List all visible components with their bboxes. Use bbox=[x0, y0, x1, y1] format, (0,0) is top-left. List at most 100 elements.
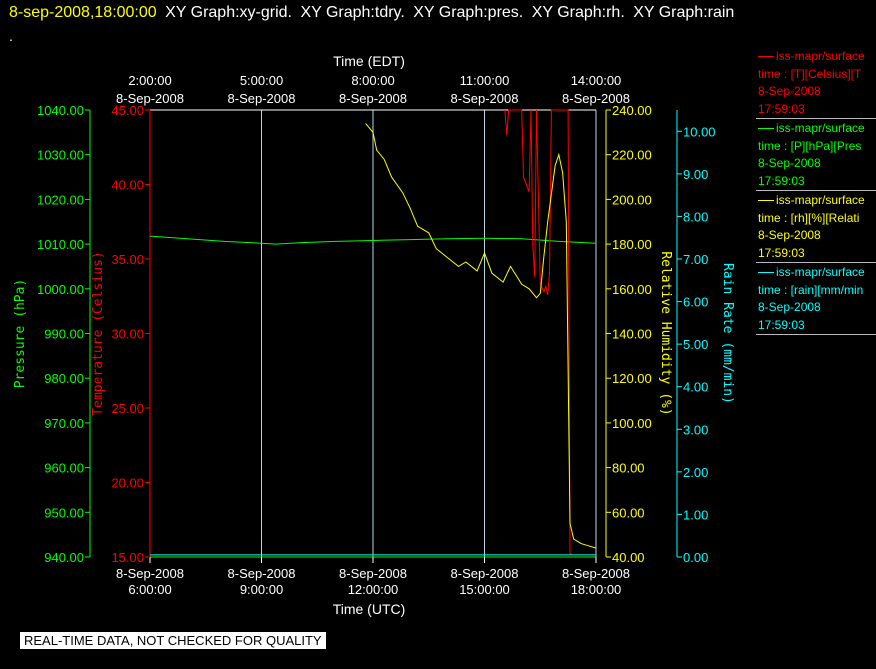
rain-tick-label: 6.00 bbox=[683, 295, 708, 310]
bottom-tick-time: 6:00:00 bbox=[128, 582, 171, 597]
legend-line-pressure bbox=[758, 128, 774, 130]
bottom-axis-title: Time (UTC) bbox=[333, 601, 406, 617]
rh-tick-label: 120.00 bbox=[612, 371, 652, 386]
rain-tick-label: 3.00 bbox=[683, 422, 708, 437]
legend-name: iss-mapr/surface bbox=[776, 121, 865, 135]
temperature-axis-title: Temperature (Celsius) bbox=[91, 251, 106, 415]
series-pressure-line bbox=[149, 235, 597, 245]
pressure-tick-label: 970.00 bbox=[44, 416, 84, 431]
rh-tick-label: 180.00 bbox=[612, 237, 652, 252]
pressure-tick-label: 1020.00 bbox=[37, 192, 84, 207]
top-tick-time: 8:00:00 bbox=[351, 73, 394, 88]
bottom-tick-date: 8-Sep-2008 bbox=[339, 566, 407, 581]
rain-tick-label: 10.00 bbox=[683, 124, 716, 139]
bottom-tick-date: 8-Sep-2008 bbox=[116, 566, 184, 581]
legend: iss-mapr/surface time : [T][Celsius][T 8… bbox=[756, 48, 876, 336]
top-tick-time: 11:00:00 bbox=[460, 73, 510, 88]
legend-entry-rh[interactable]: iss-mapr/surface time : [rh][%][Relati 8… bbox=[756, 192, 876, 263]
rain-tick-label: 2.00 bbox=[683, 465, 708, 480]
pressure-tick-label: 1030.00 bbox=[37, 148, 84, 163]
rain-tick-label: 1.00 bbox=[683, 507, 708, 522]
top-tick-date: 8-Sep-2008 bbox=[562, 91, 630, 106]
bottom-tick-time: 15:00:00 bbox=[459, 582, 510, 597]
legend-time: 17:59:03 bbox=[758, 317, 805, 332]
legend-desc: time : [rain][mm/min bbox=[758, 282, 864, 297]
legend-date: 8-Sep-2008 bbox=[758, 228, 821, 242]
top-tick-time: 2:00:00 bbox=[128, 73, 171, 88]
rain-tick-label: 7.00 bbox=[683, 252, 708, 267]
legend-entry-temperature[interactable]: iss-mapr/surface time : [T][Celsius][T 8… bbox=[756, 48, 876, 119]
pressure-tick-label: 950.00 bbox=[44, 505, 84, 520]
pressure-tick-label: 990.00 bbox=[44, 327, 84, 342]
top-tick-date: 8-Sep-2008 bbox=[451, 91, 519, 106]
rh-tick-label: 160.00 bbox=[612, 282, 652, 297]
legend-entry-pressure[interactable]: iss-mapr/surface time : [P][hPa][Pres 8-… bbox=[756, 120, 876, 191]
legend-desc: time : [P][hPa][Pres bbox=[758, 138, 862, 153]
title-bar: 8-sep-2008,18:00:00 XY Graph:xy-grid. XY… bbox=[9, 4, 738, 22]
top-tick-time: 5:00:00 bbox=[240, 73, 283, 88]
legend-entry-rain[interactable]: iss-mapr/surface time : [rain][mm/min 8-… bbox=[756, 264, 876, 335]
legend-time: 17:59:03 bbox=[758, 173, 805, 188]
temperature-tick-label: 45.00 bbox=[111, 103, 144, 118]
temperature-tick-label: 25.00 bbox=[111, 401, 144, 416]
title-graph-4: XY Graph:rh. bbox=[531, 4, 625, 21]
legend-time: 17:59:03 bbox=[758, 101, 805, 116]
title-graph-1: XY Graph:xy-grid. bbox=[165, 4, 292, 21]
series-rh-line bbox=[365, 123, 597, 549]
pressure-axis-title: Pressure (hPa) bbox=[13, 279, 28, 389]
rain-tick-label: 8.00 bbox=[683, 209, 708, 224]
bottom-tick-date: 8-Sep-2008 bbox=[451, 566, 519, 581]
title-graph-3: XY Graph:pres. bbox=[413, 4, 524, 21]
legend-desc: time : [rh][%][Relati bbox=[758, 210, 860, 225]
legend-date: 8-Sep-2008 bbox=[758, 300, 821, 314]
rh-tick-label: 40.00 bbox=[612, 550, 645, 565]
title-dot: . bbox=[9, 28, 13, 44]
pressure-tick-label: 980.00 bbox=[44, 371, 84, 386]
legend-name: iss-mapr/surface bbox=[776, 265, 865, 279]
rh-tick-label: 60.00 bbox=[612, 505, 645, 520]
rh-axis-title: Relative Humidity (%) bbox=[658, 251, 673, 415]
bottom-tick-date: 8-Sep-2008 bbox=[562, 566, 630, 581]
bottom-tick-time: 18:00:00 bbox=[571, 582, 622, 597]
rain-tick-label: 5.00 bbox=[683, 337, 708, 352]
legend-line-rh bbox=[758, 200, 774, 202]
legend-date: 8-Sep-2008 bbox=[758, 84, 821, 98]
top-tick-date: 8-Sep-2008 bbox=[228, 91, 296, 106]
top-tick-date: 8-Sep-2008 bbox=[339, 91, 407, 106]
temperature-tick-label: 30.00 bbox=[111, 327, 144, 342]
series-temperature-line bbox=[504, 109, 572, 555]
rain-tick-label: 0.00 bbox=[683, 550, 708, 565]
legend-line-rain bbox=[758, 272, 774, 274]
top-tick-date: 8-Sep-2008 bbox=[116, 91, 184, 106]
legend-date: 8-Sep-2008 bbox=[758, 156, 821, 170]
title-date: 8-sep-2008,18:00:00 bbox=[9, 4, 157, 21]
bottom-tick-time: 9:00:00 bbox=[240, 582, 283, 597]
pressure-tick-label: 940.00 bbox=[44, 550, 84, 565]
rh-tick-label: 220.00 bbox=[612, 148, 652, 163]
bottom-tick-time: 12:00:00 bbox=[348, 582, 399, 597]
temperature-tick-label: 15.00 bbox=[111, 550, 144, 565]
rh-tick-label: 140.00 bbox=[612, 327, 652, 342]
top-axis-title: Time (EDT) bbox=[333, 53, 405, 69]
legend-desc: time : [T][Celsius][T bbox=[758, 66, 862, 81]
title-graph-5: XY Graph:rain bbox=[633, 4, 735, 21]
rain-tick-label: 4.00 bbox=[683, 380, 708, 395]
rh-tick-label: 100.00 bbox=[612, 416, 652, 431]
top-tick-time: 14:00:00 bbox=[571, 73, 622, 88]
quality-disclaimer: REAL-TIME DATA, NOT CHECKED FOR QUALITY bbox=[20, 632, 326, 649]
temperature-tick-label: 40.00 bbox=[111, 178, 144, 193]
temperature-tick-label: 20.00 bbox=[111, 476, 144, 491]
temperature-tick-label: 35.00 bbox=[111, 252, 144, 267]
legend-time: 17:59:03 bbox=[758, 245, 805, 260]
pressure-tick-label: 1040.00 bbox=[37, 103, 84, 118]
legend-name: iss-mapr/surface bbox=[776, 193, 865, 207]
rain-tick-label: 9.00 bbox=[683, 167, 708, 182]
title-graph-2: XY Graph:tdry. bbox=[300, 4, 405, 21]
pressure-tick-label: 960.00 bbox=[44, 461, 84, 476]
rh-tick-label: 200.00 bbox=[612, 192, 652, 207]
legend-name: iss-mapr/surface bbox=[776, 49, 865, 63]
rh-tick-label: 240.00 bbox=[612, 103, 652, 118]
rh-tick-label: 80.00 bbox=[612, 461, 645, 476]
pressure-tick-label: 1000.00 bbox=[37, 282, 84, 297]
